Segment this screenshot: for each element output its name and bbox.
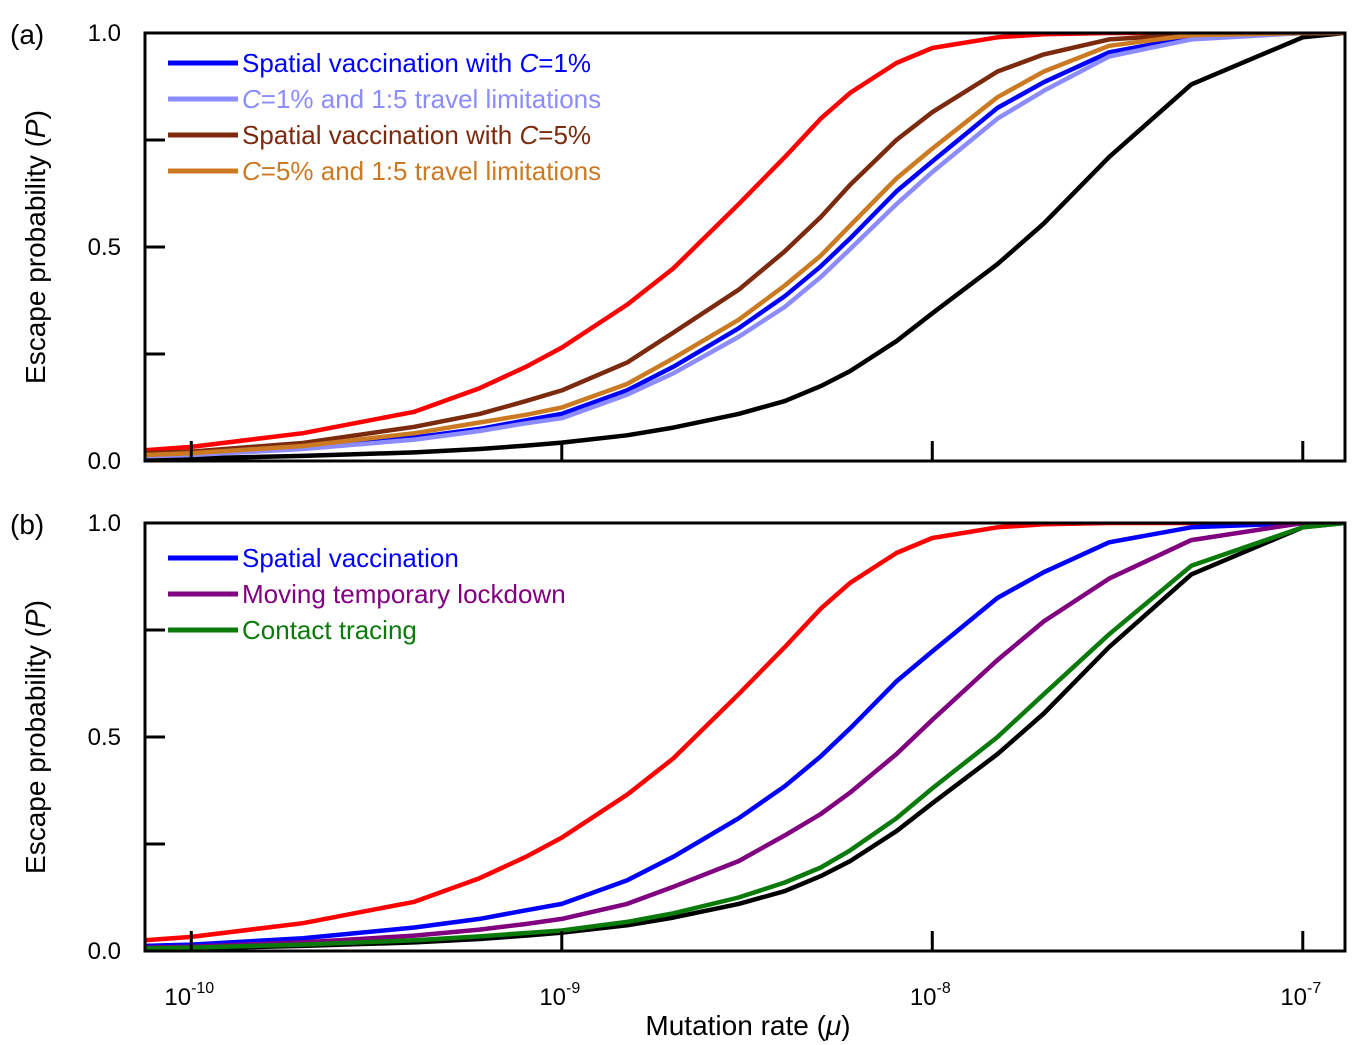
series-line-0-4	[145, 33, 1345, 456]
y-axis-title: Escape probability (P)	[20, 600, 51, 874]
x-axis-title: Mutation rate (μ)	[645, 1010, 850, 1041]
series-line-1-1	[145, 523, 1345, 951]
y-tick-label: 1.0	[88, 20, 121, 47]
y-tick-label: 0.0	[88, 448, 121, 475]
series-line-0-3	[145, 33, 1345, 459]
x-tick-label: 10-9	[539, 980, 580, 1011]
y-axis-title: Escape probability (P)	[20, 110, 51, 384]
y-tick-label: 1.0	[88, 510, 121, 537]
legend-label: C=5% and 1:5 travel limitations	[242, 156, 601, 186]
legend-label: Spatial vaccination	[242, 543, 459, 573]
y-tick-label: 0.5	[88, 234, 121, 261]
panel-a: 0.0 0.5 1.0 (a) Escape probability (P) Spatia…	[10, 19, 1347, 475]
legend-label: Spatial vaccination with C=1%	[242, 48, 591, 78]
x-tick-label: 10-10	[164, 980, 214, 1011]
legend-label: Moving temporary lockdown	[242, 579, 566, 609]
series-line-0-5	[145, 33, 1345, 458]
panel-label: (b)	[10, 509, 44, 540]
x-tick-label: 10-8	[910, 980, 951, 1011]
x-tick-label: 10-7	[1280, 980, 1321, 1011]
y-tick-label: 0.0	[88, 938, 121, 965]
panel-b: 0.0 0.5 1.0 10-10 10-9 10-8 10-7 (b) Escape prob…	[10, 509, 1347, 1041]
series-line-1-4	[145, 523, 1345, 951]
series-line-1-3	[145, 523, 1345, 950]
y-tick-label: 0.5	[88, 724, 121, 751]
panel-label: (a)	[10, 19, 44, 50]
series-line-1-2	[145, 523, 1345, 949]
series-line-0-1	[145, 33, 1345, 461]
legend-label: C=1% and 1:5 travel limitations	[242, 84, 601, 114]
legend-label: Contact tracing	[242, 615, 417, 645]
legend-label: Spatial vaccination with C=5%	[242, 120, 591, 150]
